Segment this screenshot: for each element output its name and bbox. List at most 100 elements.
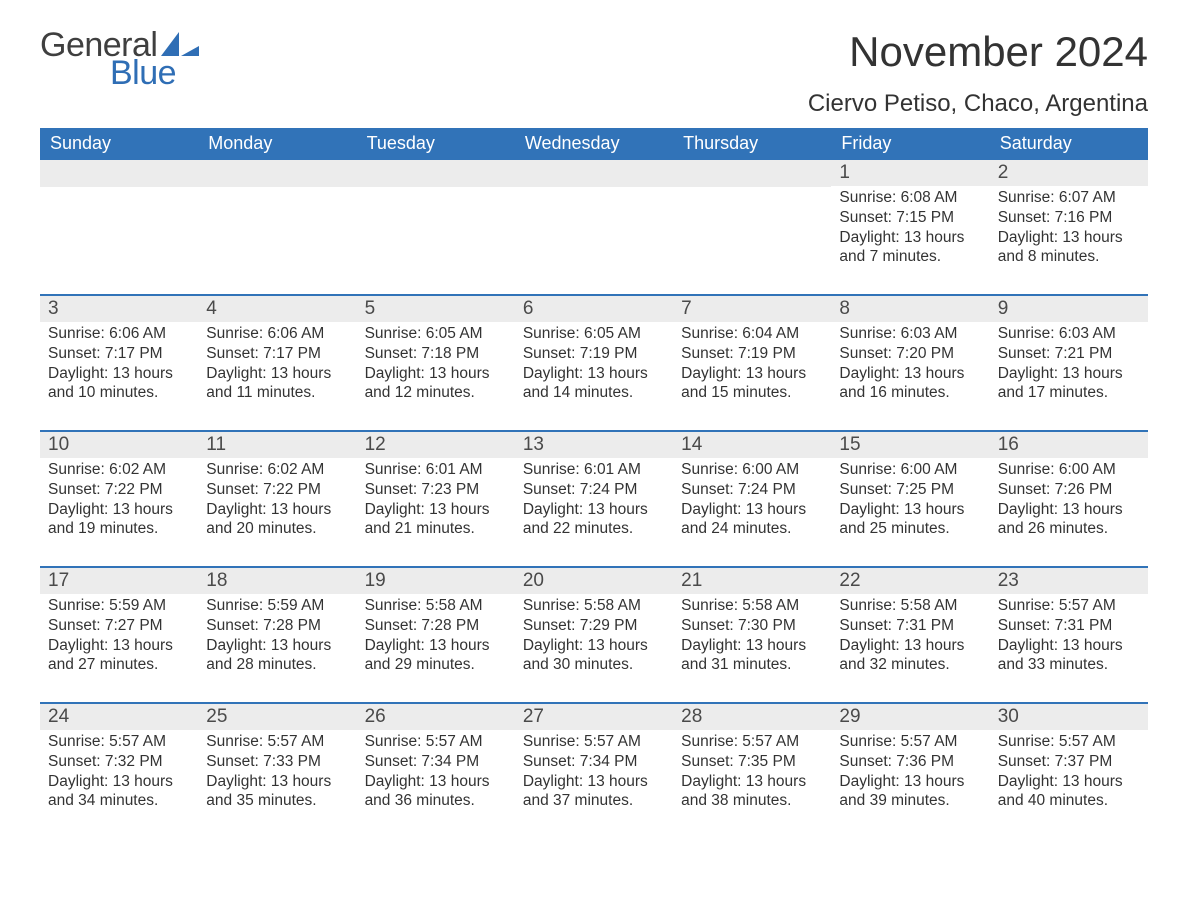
sunset-text: Sunset: 7:23 PM [365, 480, 507, 500]
dow-cell: Saturday [990, 128, 1148, 160]
dow-cell: Friday [831, 128, 989, 160]
day-number: 18 [198, 568, 356, 594]
daylight-text: Daylight: 13 hours and 38 minutes. [681, 772, 823, 812]
title-block: November 2024 Ciervo Petiso, Chaco, Arge… [808, 28, 1148, 128]
sunset-text: Sunset: 7:21 PM [998, 344, 1140, 364]
day-details: Sunrise: 6:02 AMSunset: 7:22 PMDaylight:… [198, 458, 356, 539]
day-details: Sunrise: 5:58 AMSunset: 7:30 PMDaylight:… [673, 594, 831, 675]
day-number: 15 [831, 432, 989, 458]
brand-logo: General Blue [40, 28, 203, 90]
daylight-text: Daylight: 13 hours and 15 minutes. [681, 364, 823, 404]
day-number: 29 [831, 704, 989, 730]
daylight-text: Daylight: 13 hours and 29 minutes. [365, 636, 507, 676]
day-cell [357, 160, 515, 280]
week-row: 17Sunrise: 5:59 AMSunset: 7:27 PMDayligh… [40, 566, 1148, 688]
sunset-text: Sunset: 7:27 PM [48, 616, 190, 636]
day-cell: 28Sunrise: 5:57 AMSunset: 7:35 PMDayligh… [673, 704, 831, 824]
sunset-text: Sunset: 7:16 PM [998, 208, 1140, 228]
sunrise-text: Sunrise: 6:02 AM [48, 460, 190, 480]
day-cell [673, 160, 831, 280]
day-cell: 21Sunrise: 5:58 AMSunset: 7:30 PMDayligh… [673, 568, 831, 688]
dow-cell: Sunday [40, 128, 198, 160]
sunrise-text: Sunrise: 6:03 AM [839, 324, 981, 344]
sunrise-text: Sunrise: 5:57 AM [998, 732, 1140, 752]
sunrise-text: Sunrise: 5:59 AM [48, 596, 190, 616]
daylight-text: Daylight: 13 hours and 11 minutes. [206, 364, 348, 404]
sunset-text: Sunset: 7:26 PM [998, 480, 1140, 500]
day-details: Sunrise: 5:57 AMSunset: 7:36 PMDaylight:… [831, 730, 989, 811]
day-cell: 17Sunrise: 5:59 AMSunset: 7:27 PMDayligh… [40, 568, 198, 688]
daylight-text: Daylight: 13 hours and 21 minutes. [365, 500, 507, 540]
day-details: Sunrise: 6:03 AMSunset: 7:20 PMDaylight:… [831, 322, 989, 403]
daylight-text: Daylight: 13 hours and 19 minutes. [48, 500, 190, 540]
day-number: 27 [515, 704, 673, 730]
daylight-text: Daylight: 13 hours and 30 minutes. [523, 636, 665, 676]
day-cell: 27Sunrise: 5:57 AMSunset: 7:34 PMDayligh… [515, 704, 673, 824]
sunset-text: Sunset: 7:28 PM [206, 616, 348, 636]
day-number: 21 [673, 568, 831, 594]
daylight-text: Daylight: 13 hours and 34 minutes. [48, 772, 190, 812]
day-details: Sunrise: 5:58 AMSunset: 7:31 PMDaylight:… [831, 594, 989, 675]
day-number: 19 [357, 568, 515, 594]
daylight-text: Daylight: 13 hours and 25 minutes. [839, 500, 981, 540]
header-row: General Blue November 2024 Ciervo Petiso… [40, 28, 1148, 128]
day-cell: 4Sunrise: 6:06 AMSunset: 7:17 PMDaylight… [198, 296, 356, 416]
sunset-text: Sunset: 7:25 PM [839, 480, 981, 500]
day-number: 2 [990, 160, 1148, 186]
day-number: 6 [515, 296, 673, 322]
day-cell: 20Sunrise: 5:58 AMSunset: 7:29 PMDayligh… [515, 568, 673, 688]
day-details: Sunrise: 5:59 AMSunset: 7:27 PMDaylight:… [40, 594, 198, 675]
day-number: 5 [357, 296, 515, 322]
dow-cell: Tuesday [357, 128, 515, 160]
sunrise-text: Sunrise: 5:57 AM [839, 732, 981, 752]
sunset-text: Sunset: 7:37 PM [998, 752, 1140, 772]
day-number: 24 [40, 704, 198, 730]
daylight-text: Daylight: 13 hours and 20 minutes. [206, 500, 348, 540]
day-cell: 13Sunrise: 6:01 AMSunset: 7:24 PMDayligh… [515, 432, 673, 552]
day-number: 25 [198, 704, 356, 730]
day-details: Sunrise: 6:03 AMSunset: 7:21 PMDaylight:… [990, 322, 1148, 403]
sunset-text: Sunset: 7:31 PM [998, 616, 1140, 636]
day-number: 16 [990, 432, 1148, 458]
day-details: Sunrise: 6:06 AMSunset: 7:17 PMDaylight:… [40, 322, 198, 403]
day-cell: 15Sunrise: 6:00 AMSunset: 7:25 PMDayligh… [831, 432, 989, 552]
day-cell [198, 160, 356, 280]
daylight-text: Daylight: 13 hours and 33 minutes. [998, 636, 1140, 676]
day-cell [515, 160, 673, 280]
sunrise-text: Sunrise: 6:02 AM [206, 460, 348, 480]
day-cell: 26Sunrise: 5:57 AMSunset: 7:34 PMDayligh… [357, 704, 515, 824]
daylight-text: Daylight: 13 hours and 10 minutes. [48, 364, 190, 404]
sunrise-text: Sunrise: 5:58 AM [839, 596, 981, 616]
location-subtitle: Ciervo Petiso, Chaco, Argentina [808, 90, 1148, 118]
day-of-week-header: SundayMondayTuesdayWednesdayThursdayFrid… [40, 128, 1148, 160]
day-details: Sunrise: 5:57 AMSunset: 7:35 PMDaylight:… [673, 730, 831, 811]
sunrise-text: Sunrise: 5:57 AM [681, 732, 823, 752]
sunset-text: Sunset: 7:34 PM [523, 752, 665, 772]
day-cell: 29Sunrise: 5:57 AMSunset: 7:36 PMDayligh… [831, 704, 989, 824]
day-details: Sunrise: 6:05 AMSunset: 7:19 PMDaylight:… [515, 322, 673, 403]
sunrise-text: Sunrise: 5:57 AM [365, 732, 507, 752]
day-details: Sunrise: 5:59 AMSunset: 7:28 PMDaylight:… [198, 594, 356, 675]
daylight-text: Daylight: 13 hours and 8 minutes. [998, 228, 1140, 268]
sunset-text: Sunset: 7:22 PM [206, 480, 348, 500]
day-cell: 7Sunrise: 6:04 AMSunset: 7:19 PMDaylight… [673, 296, 831, 416]
sunset-text: Sunset: 7:30 PM [681, 616, 823, 636]
sunrise-text: Sunrise: 6:01 AM [365, 460, 507, 480]
daylight-text: Daylight: 13 hours and 17 minutes. [998, 364, 1140, 404]
sunrise-text: Sunrise: 5:57 AM [48, 732, 190, 752]
day-number: 9 [990, 296, 1148, 322]
day-details: Sunrise: 6:04 AMSunset: 7:19 PMDaylight:… [673, 322, 831, 403]
sunset-text: Sunset: 7:32 PM [48, 752, 190, 772]
month-title: November 2024 [808, 28, 1148, 76]
day-cell: 12Sunrise: 6:01 AMSunset: 7:23 PMDayligh… [357, 432, 515, 552]
day-cell: 24Sunrise: 5:57 AMSunset: 7:32 PMDayligh… [40, 704, 198, 824]
day-number: 23 [990, 568, 1148, 594]
day-number: 3 [40, 296, 198, 322]
sunrise-text: Sunrise: 6:05 AM [523, 324, 665, 344]
day-details: Sunrise: 6:06 AMSunset: 7:17 PMDaylight:… [198, 322, 356, 403]
daylight-text: Daylight: 13 hours and 35 minutes. [206, 772, 348, 812]
sunset-text: Sunset: 7:19 PM [523, 344, 665, 364]
sunrise-text: Sunrise: 6:00 AM [681, 460, 823, 480]
sunset-text: Sunset: 7:24 PM [523, 480, 665, 500]
day-cell: 6Sunrise: 6:05 AMSunset: 7:19 PMDaylight… [515, 296, 673, 416]
